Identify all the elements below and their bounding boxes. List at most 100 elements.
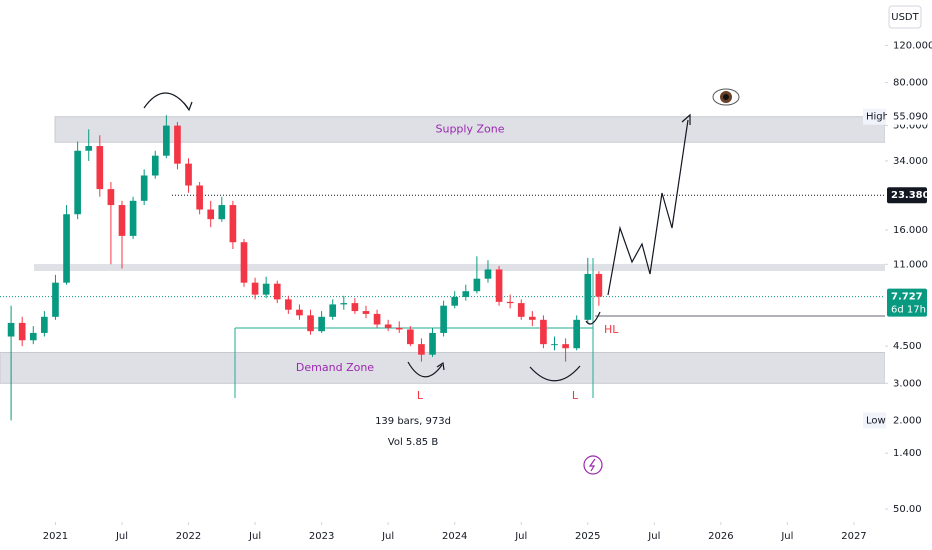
candle-body (529, 316, 536, 320)
zone (0, 351, 886, 384)
candle-body (429, 332, 436, 355)
price-label: 23.380 (891, 190, 930, 201)
price-box (887, 187, 927, 204)
y-tick-label: 4.500 (893, 341, 922, 352)
tag: High (866, 112, 889, 123)
candle-body (163, 125, 170, 156)
candle-body (262, 283, 270, 295)
x-tick-label: 2027 (841, 531, 866, 542)
candle-body (362, 311, 370, 314)
y-tick-label: 80.000 (893, 78, 928, 89)
y-tick-label: 16.000 (893, 225, 928, 236)
projection-arrow (681, 113, 691, 125)
candle-body (129, 200, 137, 236)
arc-head (183, 101, 193, 112)
price-label: 55.090 (893, 112, 928, 123)
candle-body (240, 242, 248, 283)
candle-body (340, 303, 348, 305)
x-tick-label: 2024 (442, 531, 467, 542)
candle-body (595, 273, 603, 297)
x-tick-label: 2021 (43, 531, 68, 542)
candle-body (18, 322, 26, 341)
price-label: 7.727 (891, 292, 923, 303)
candle-body (418, 344, 425, 355)
candle-body (307, 315, 314, 332)
candle-body (573, 319, 581, 349)
candle-body (218, 205, 226, 220)
candle-body (7, 322, 15, 337)
measure-volume: Vol 5.85 B (388, 437, 439, 448)
zone-label: Demand Zone (296, 361, 374, 374)
alert-icon[interactable] (583, 455, 603, 475)
candle-body (251, 282, 259, 295)
y-tick-label: 3.000 (893, 378, 922, 389)
arc (407, 361, 443, 378)
candle-body (63, 214, 70, 283)
candle-body (273, 283, 281, 300)
x-tick-label: Jul (248, 531, 261, 542)
x-tick-label: Jul (647, 531, 660, 542)
candle-body (207, 209, 215, 220)
candle-body (74, 150, 81, 215)
x-tick-label: Jul (780, 531, 793, 542)
arc (143, 92, 189, 109)
currency-box[interactable] (888, 5, 922, 29)
candle-body (52, 282, 59, 317)
measure-bars: 139 bars, 973d (375, 416, 451, 427)
price-axis (885, 0, 932, 522)
candle-body (41, 316, 48, 333)
candle-body (473, 278, 481, 292)
candle-body (517, 303, 525, 317)
arc (529, 365, 581, 382)
x-tick-label: Jul (115, 531, 128, 542)
candle-body (373, 313, 381, 325)
y-tick-label: 34.000 (893, 156, 928, 167)
candle-body (562, 344, 569, 349)
x-tick-label: Jul (514, 531, 527, 542)
zone-label: Supply Zone (436, 122, 505, 135)
price-label: 2.000 (893, 415, 922, 426)
price-box (887, 108, 927, 125)
candle-body (540, 319, 547, 345)
x-tick-label: Jul (381, 531, 394, 542)
candle-body (29, 332, 37, 341)
hl-label: HL (604, 323, 619, 336)
candle-body (185, 163, 192, 186)
candle-body (495, 269, 503, 302)
zone (54, 116, 886, 143)
candle-body (584, 273, 592, 320)
x-tick-label: 2025 (575, 531, 600, 542)
low-label: L (572, 389, 579, 402)
candle-body (351, 303, 359, 312)
measure-tool (234, 258, 594, 398)
candle-body (384, 324, 392, 328)
countdown: 6d 17h (891, 305, 926, 316)
low-label: L (417, 389, 424, 402)
candle-body (151, 155, 159, 176)
candle-body (229, 205, 237, 243)
candle-body (329, 304, 337, 317)
candle-body (506, 301, 514, 304)
candle-body (196, 185, 203, 210)
projection-path (607, 119, 689, 296)
candle-body (551, 344, 558, 346)
candle-body (451, 296, 459, 306)
candle-body (285, 299, 292, 310)
y-tick-label: 120.000 (893, 40, 932, 51)
tag-box (863, 412, 886, 429)
candle-body (174, 125, 181, 164)
y-tick-label: 50.000 (893, 121, 928, 132)
x-tick-label: 2023 (309, 531, 334, 542)
candle-body (85, 146, 93, 151)
x-tick-label: 2022 (176, 531, 201, 542)
tag: Low (866, 415, 886, 426)
candle-body (407, 329, 414, 345)
candle-body (395, 327, 403, 330)
x-tick-label: 2026 (708, 531, 733, 542)
candle-body (484, 269, 492, 279)
tag-box (863, 108, 886, 125)
candle-body (318, 316, 325, 332)
price-box (887, 288, 927, 317)
